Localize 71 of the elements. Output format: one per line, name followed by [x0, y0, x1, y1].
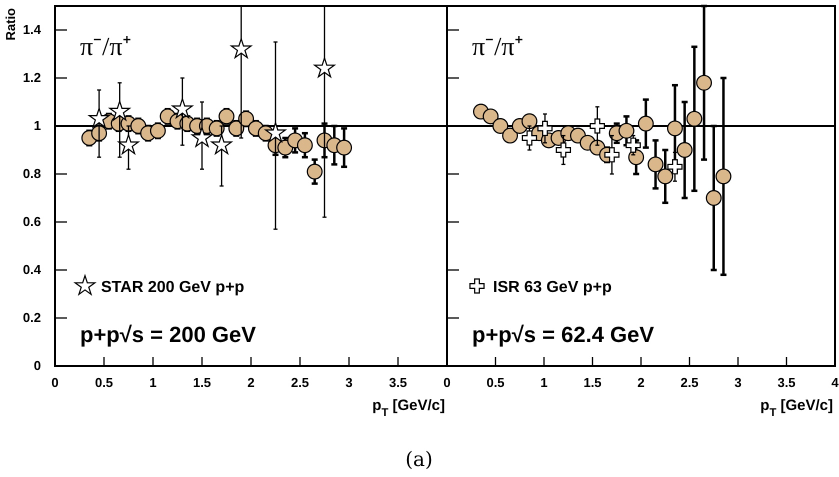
annotation: p+p√s = 200 GeV: [80, 322, 256, 347]
x-tick-label: 0.5: [486, 375, 505, 390]
point: [150, 122, 166, 139]
point: [314, 57, 335, 78]
point: [696, 74, 712, 91]
point: [667, 159, 683, 174]
y-tick-label: 1.2: [22, 70, 41, 86]
point: [192, 127, 212, 147]
point: [336, 140, 352, 156]
point: [296, 137, 313, 154]
annotation: π⁻/π⁺: [80, 32, 132, 61]
x-tick-label: 0: [51, 375, 59, 390]
x-tick-label: 0.5: [94, 375, 114, 390]
point: [521, 113, 538, 130]
point: [306, 164, 323, 180]
y-tick-label: 0.4: [22, 262, 42, 278]
legend-label: ISR 63 GeV p+p: [493, 279, 612, 296]
y-tick-label: 0.2: [22, 310, 41, 326]
x-tick-label: 2.5: [290, 375, 310, 390]
y-tick-label: 0.6: [22, 214, 41, 230]
legend-label: STAR 200 GeV p+p: [101, 279, 245, 296]
point: [522, 130, 538, 146]
x-axis-title: p$_{T}$ [GeV/c]: [760, 397, 833, 419]
x-tick-label: 4: [831, 375, 839, 390]
point: [618, 122, 634, 139]
x-tick-label: 2: [247, 375, 255, 390]
point: [626, 138, 641, 153]
point: [556, 142, 572, 158]
point: [218, 108, 234, 124]
point: [604, 147, 620, 162]
text: (a): [405, 447, 433, 471]
x-tick-label: 3: [734, 375, 742, 390]
point: [666, 120, 683, 136]
y-tick-label: 1.4: [22, 22, 42, 38]
x-tick-label: 3.5: [777, 375, 796, 390]
point: [265, 122, 286, 142]
point: [715, 168, 732, 184]
point: [172, 98, 193, 118]
x-tick-label: 1: [149, 375, 157, 390]
x-tick-label: 0: [443, 375, 451, 390]
point: [482, 108, 499, 124]
point: [686, 110, 702, 127]
point: [230, 38, 252, 58]
point: [502, 128, 518, 144]
y-tick-label: 0.8: [22, 166, 41, 182]
point: [88, 108, 110, 128]
x-tick-label: 2: [637, 375, 645, 390]
x-tick-label: 1.5: [583, 375, 602, 390]
point: [638, 116, 654, 132]
point: [657, 168, 674, 184]
point: [118, 134, 139, 154]
annotation: p+p√s = 62.4 GeV: [472, 322, 654, 347]
y-tick-label: 1: [34, 118, 41, 134]
annotation: π⁻/π⁺: [472, 32, 524, 61]
point: [492, 118, 508, 134]
x-axis-title: p$_{T}$ [GeV/c]: [372, 397, 445, 419]
y-axis-title: Ratio: [3, 8, 18, 40]
point: [590, 118, 605, 134]
point: [208, 120, 225, 136]
x-tick-label: 2.5: [680, 375, 699, 390]
point: [676, 142, 693, 158]
y-tick-label: 0: [34, 358, 41, 374]
point: [537, 120, 553, 136]
point: [706, 190, 722, 206]
point: [211, 134, 232, 154]
point: [648, 156, 664, 172]
x-tick-label: 1: [540, 375, 548, 390]
point: [109, 100, 130, 121]
x-tick-label: 3.5: [388, 375, 408, 390]
x-tick-label: 3: [345, 375, 353, 390]
x-tick-label: 1.5: [192, 375, 212, 390]
